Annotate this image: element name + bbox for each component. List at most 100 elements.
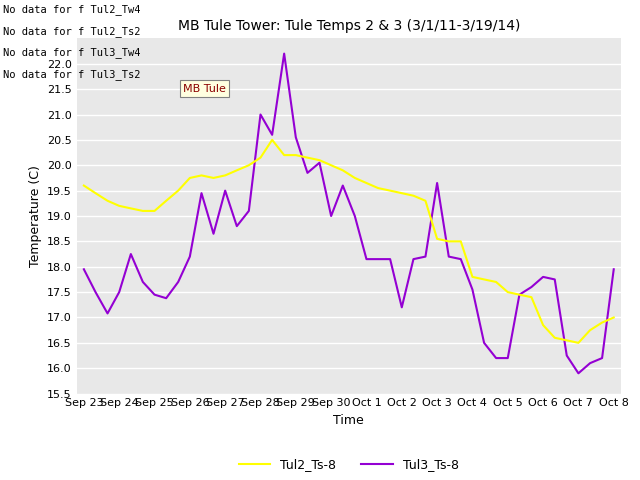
- Tul3_Ts-8: [410, 256, 417, 262]
- Tul2_Ts-8: [563, 337, 571, 343]
- Tul3_Ts-8: [457, 256, 465, 262]
- X-axis label: Time: Time: [333, 414, 364, 427]
- Legend: Tul2_Ts-8, Tul3_Ts-8: Tul2_Ts-8, Tul3_Ts-8: [234, 453, 463, 476]
- Tul2_Ts-8: [104, 198, 111, 204]
- Text: No data for f Tul2_Tw4: No data for f Tul2_Tw4: [3, 4, 141, 15]
- Tul3_Ts-8: [245, 208, 253, 214]
- Tul2_Ts-8: [339, 168, 347, 173]
- Tul3_Ts-8: [422, 254, 429, 260]
- Tul3_Ts-8: [268, 132, 276, 138]
- Tul2_Ts-8: [492, 279, 500, 285]
- Tul2_Ts-8: [504, 289, 511, 295]
- Tul3_Ts-8: [104, 311, 111, 316]
- Line: Tul2_Ts-8: Tul2_Ts-8: [84, 140, 614, 343]
- Tul3_Ts-8: [139, 279, 147, 285]
- Tul2_Ts-8: [292, 152, 300, 158]
- Tul3_Ts-8: [351, 213, 358, 219]
- Tul3_Ts-8: [527, 284, 535, 290]
- Tul2_Ts-8: [351, 175, 358, 181]
- Tul2_Ts-8: [598, 320, 606, 325]
- Tul2_Ts-8: [468, 274, 476, 280]
- Tul3_Ts-8: [174, 279, 182, 285]
- Tul2_Ts-8: [398, 190, 406, 196]
- Tul2_Ts-8: [480, 276, 488, 282]
- Tul3_Ts-8: [303, 170, 311, 176]
- Tul3_Ts-8: [551, 276, 559, 282]
- Tul2_Ts-8: [150, 208, 158, 214]
- Tul3_Ts-8: [445, 254, 452, 260]
- Tul2_Ts-8: [233, 168, 241, 173]
- Tul3_Ts-8: [586, 360, 594, 366]
- Tul2_Ts-8: [575, 340, 582, 346]
- Text: No data for f Tul2_Ts2: No data for f Tul2_Ts2: [3, 25, 141, 36]
- Tul3_Ts-8: [339, 183, 347, 189]
- Tul3_Ts-8: [186, 254, 194, 260]
- Tul2_Ts-8: [303, 155, 311, 160]
- Tul2_Ts-8: [127, 205, 134, 211]
- Tul3_Ts-8: [316, 160, 323, 166]
- Tul2_Ts-8: [457, 239, 465, 244]
- Tul2_Ts-8: [433, 236, 441, 242]
- Tul3_Ts-8: [492, 355, 500, 361]
- Tul2_Ts-8: [374, 185, 382, 191]
- Tul3_Ts-8: [504, 355, 511, 361]
- Tul2_Ts-8: [586, 327, 594, 333]
- Tul3_Ts-8: [115, 289, 123, 295]
- Tul3_Ts-8: [540, 274, 547, 280]
- Line: Tul3_Ts-8: Tul3_Ts-8: [84, 54, 614, 373]
- Tul2_Ts-8: [257, 155, 264, 160]
- Tul3_Ts-8: [516, 292, 524, 298]
- Tul3_Ts-8: [150, 292, 158, 298]
- Tul3_Ts-8: [221, 188, 229, 193]
- Tul2_Ts-8: [268, 137, 276, 143]
- Tul3_Ts-8: [292, 134, 300, 140]
- Tul3_Ts-8: [575, 371, 582, 376]
- Tul2_Ts-8: [139, 208, 147, 214]
- Tul2_Ts-8: [551, 335, 559, 341]
- Tul2_Ts-8: [221, 172, 229, 178]
- Tul3_Ts-8: [92, 289, 99, 295]
- Tul2_Ts-8: [210, 175, 218, 181]
- Tul2_Ts-8: [516, 292, 524, 298]
- Tul2_Ts-8: [280, 152, 288, 158]
- Tul3_Ts-8: [468, 287, 476, 292]
- Tul2_Ts-8: [445, 239, 452, 244]
- Text: No data for f Tul3_Ts2: No data for f Tul3_Ts2: [3, 69, 141, 80]
- Tul2_Ts-8: [610, 314, 618, 320]
- Tul3_Ts-8: [563, 353, 571, 359]
- Tul2_Ts-8: [186, 175, 194, 181]
- Y-axis label: Temperature (C): Temperature (C): [29, 165, 42, 267]
- Tul3_Ts-8: [610, 266, 618, 272]
- Tul3_Ts-8: [387, 256, 394, 262]
- Title: MB Tule Tower: Tule Temps 2 & 3 (3/1/11-3/19/14): MB Tule Tower: Tule Temps 2 & 3 (3/1/11-…: [178, 19, 520, 33]
- Tul2_Ts-8: [387, 188, 394, 193]
- Tul2_Ts-8: [422, 198, 429, 204]
- Tul3_Ts-8: [398, 304, 406, 310]
- Text: No data for f Tul3_Tw4: No data for f Tul3_Tw4: [3, 47, 141, 58]
- Tul2_Ts-8: [540, 322, 547, 328]
- Tul3_Ts-8: [374, 256, 382, 262]
- Tul2_Ts-8: [327, 162, 335, 168]
- Tul3_Ts-8: [480, 340, 488, 346]
- Tul2_Ts-8: [92, 190, 99, 196]
- Tul2_Ts-8: [363, 180, 371, 186]
- Tul3_Ts-8: [327, 213, 335, 219]
- Tul3_Ts-8: [363, 256, 371, 262]
- Tul3_Ts-8: [233, 223, 241, 229]
- Tul3_Ts-8: [433, 180, 441, 186]
- Tul3_Ts-8: [163, 295, 170, 301]
- Tul2_Ts-8: [163, 198, 170, 204]
- Tul3_Ts-8: [280, 51, 288, 57]
- Text: MB Tule: MB Tule: [183, 84, 226, 94]
- Tul2_Ts-8: [174, 188, 182, 193]
- Tul2_Ts-8: [115, 203, 123, 209]
- Tul3_Ts-8: [598, 355, 606, 361]
- Tul2_Ts-8: [245, 162, 253, 168]
- Tul2_Ts-8: [198, 172, 205, 178]
- Tul3_Ts-8: [80, 266, 88, 272]
- Tul3_Ts-8: [210, 231, 218, 237]
- Tul3_Ts-8: [257, 112, 264, 118]
- Tul2_Ts-8: [80, 183, 88, 189]
- Tul2_Ts-8: [527, 294, 535, 300]
- Tul2_Ts-8: [316, 157, 323, 163]
